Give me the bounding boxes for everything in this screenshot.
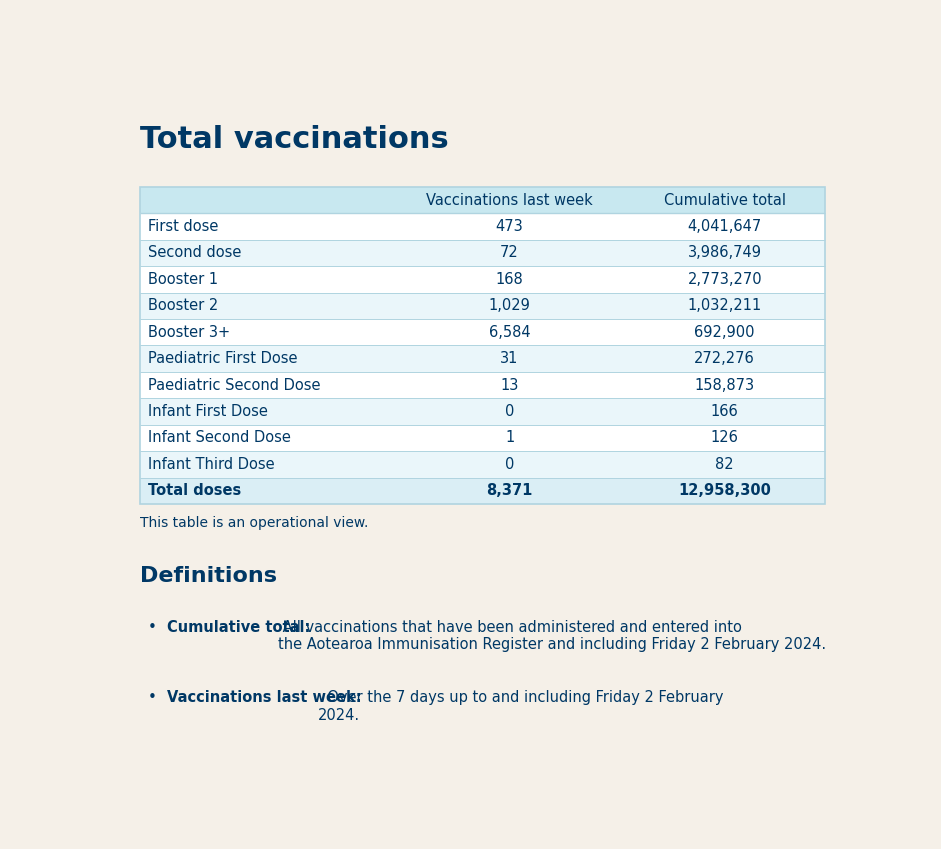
Text: 1: 1	[505, 430, 514, 446]
Text: Vaccinations last week:: Vaccinations last week:	[167, 690, 362, 706]
Text: Booster 3+: Booster 3+	[149, 324, 231, 340]
Text: First dose: First dose	[149, 219, 218, 234]
Text: Total doses: Total doses	[149, 483, 242, 498]
Text: 1,032,211: 1,032,211	[688, 298, 762, 313]
Text: This table is an operational view.: This table is an operational view.	[139, 515, 368, 530]
Text: Vaccinations last week: Vaccinations last week	[426, 193, 593, 207]
Text: Definitions: Definitions	[139, 566, 277, 586]
Bar	[139, 187, 825, 213]
Bar	[139, 451, 825, 477]
Text: Booster 2: Booster 2	[149, 298, 218, 313]
Bar	[139, 477, 825, 504]
Text: Cumulative total: Cumulative total	[663, 193, 786, 207]
Text: 692,900: 692,900	[694, 324, 755, 340]
Text: Paediatric Second Dose: Paediatric Second Dose	[149, 378, 321, 392]
Bar	[139, 424, 825, 451]
Text: Infant First Dose: Infant First Dose	[149, 404, 268, 419]
Text: 272,276: 272,276	[694, 351, 755, 366]
Bar	[139, 187, 825, 504]
Text: Booster 1: Booster 1	[149, 272, 218, 287]
Bar	[139, 319, 825, 346]
Text: 0: 0	[505, 457, 515, 472]
Text: 3,986,749: 3,986,749	[688, 245, 762, 261]
Text: 166: 166	[710, 404, 739, 419]
Bar	[139, 213, 825, 239]
Bar	[139, 239, 825, 266]
Bar	[139, 372, 825, 398]
Text: 2,773,270: 2,773,270	[688, 272, 762, 287]
Text: 158,873: 158,873	[694, 378, 755, 392]
Text: 13: 13	[501, 378, 518, 392]
Text: Total vaccinations: Total vaccinations	[139, 125, 448, 154]
Text: 0: 0	[505, 404, 515, 419]
Text: 8,371: 8,371	[486, 483, 533, 498]
Bar	[139, 346, 825, 372]
Bar	[139, 293, 825, 319]
Text: •: •	[148, 620, 157, 635]
Text: 12,958,300: 12,958,300	[678, 483, 772, 498]
Text: 126: 126	[710, 430, 739, 446]
Text: •: •	[148, 690, 157, 706]
Text: Infant Third Dose: Infant Third Dose	[149, 457, 275, 472]
Text: 31: 31	[501, 351, 518, 366]
Text: 4,041,647: 4,041,647	[688, 219, 762, 234]
Bar	[139, 398, 825, 424]
Text: 473: 473	[496, 219, 523, 234]
Text: Paediatric First Dose: Paediatric First Dose	[149, 351, 297, 366]
Text: 1,029: 1,029	[488, 298, 531, 313]
Text: All vaccinations that have been administered and entered into
the Aotearoa Immun: All vaccinations that have been administ…	[279, 620, 826, 652]
Text: Infant Second Dose: Infant Second Dose	[149, 430, 291, 446]
Text: 82: 82	[715, 457, 734, 472]
Bar	[139, 266, 825, 293]
Text: 168: 168	[496, 272, 523, 287]
Text: Over the 7 days up to and including Friday 2 February
2024.: Over the 7 days up to and including Frid…	[318, 690, 724, 722]
Text: 6,584: 6,584	[488, 324, 531, 340]
Text: Second dose: Second dose	[149, 245, 242, 261]
Text: Cumulative total:: Cumulative total:	[167, 620, 311, 635]
Text: 72: 72	[501, 245, 519, 261]
